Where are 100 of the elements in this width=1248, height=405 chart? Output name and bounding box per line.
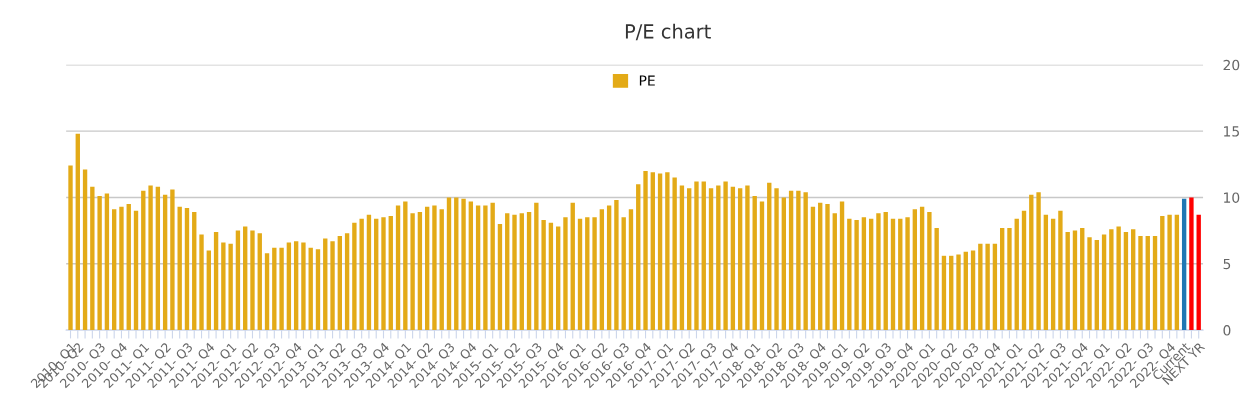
bar xyxy=(104,193,110,331)
bar xyxy=(978,243,983,331)
bar xyxy=(221,242,226,331)
bar xyxy=(272,247,277,331)
y-tick-label: 15 xyxy=(1224,126,1239,137)
bar xyxy=(1145,235,1150,331)
bar xyxy=(585,217,590,331)
bar xyxy=(388,216,393,331)
bar xyxy=(490,202,495,331)
bar xyxy=(526,212,532,331)
bar xyxy=(1080,227,1085,331)
bar xyxy=(650,172,655,331)
bar xyxy=(1174,214,1180,331)
bar xyxy=(643,170,648,331)
bar xyxy=(657,173,663,331)
bar xyxy=(235,230,241,331)
bar xyxy=(767,182,772,331)
bar xyxy=(832,213,837,331)
bar xyxy=(177,206,182,331)
bar xyxy=(1036,192,1041,331)
bar xyxy=(279,247,284,331)
bar xyxy=(301,242,306,331)
bar xyxy=(665,172,670,331)
bar xyxy=(839,201,845,331)
bar xyxy=(934,227,939,331)
bar xyxy=(759,201,765,331)
bar xyxy=(599,209,605,331)
bar xyxy=(257,233,262,331)
bar xyxy=(250,230,255,331)
bar xyxy=(286,242,292,331)
bar xyxy=(868,218,874,331)
bar xyxy=(606,205,612,331)
bar xyxy=(1152,235,1158,331)
y-tick-label: 10 xyxy=(1224,192,1240,203)
bar xyxy=(956,254,961,331)
bar xyxy=(737,188,743,331)
bar xyxy=(82,169,88,331)
bar xyxy=(825,204,830,331)
bar xyxy=(1109,229,1114,331)
bar xyxy=(1000,227,1005,331)
bar xyxy=(1058,210,1063,331)
bar xyxy=(1196,214,1201,331)
bar xyxy=(963,251,968,331)
bar xyxy=(1072,230,1078,331)
bar xyxy=(366,214,372,331)
bar xyxy=(927,212,932,331)
bar xyxy=(170,189,175,331)
bar xyxy=(468,201,474,331)
bar xyxy=(810,206,816,331)
bar xyxy=(534,202,539,331)
bar xyxy=(905,217,910,331)
bar xyxy=(1123,231,1129,331)
bar xyxy=(1029,194,1034,331)
bar xyxy=(381,217,386,331)
bar xyxy=(687,188,692,331)
bar xyxy=(1138,235,1143,331)
bar xyxy=(90,186,95,331)
bar xyxy=(374,218,379,331)
bar xyxy=(1007,227,1012,331)
bar xyxy=(475,205,481,331)
bar xyxy=(1014,218,1019,331)
bar xyxy=(723,181,728,331)
bar xyxy=(68,165,73,331)
bar xyxy=(847,218,852,331)
bar xyxy=(548,222,554,331)
bar xyxy=(577,218,583,331)
bar xyxy=(1189,197,1194,331)
bar xyxy=(344,233,350,331)
bar xyxy=(694,181,699,331)
bar xyxy=(126,204,131,331)
bar xyxy=(1167,214,1172,331)
bar xyxy=(199,234,204,331)
bar xyxy=(1116,226,1121,331)
bar xyxy=(898,218,903,331)
bar xyxy=(796,190,801,331)
bar xyxy=(497,223,503,331)
bar xyxy=(512,214,517,331)
bar xyxy=(628,209,634,331)
bar xyxy=(446,197,452,331)
bar xyxy=(854,219,859,331)
bar xyxy=(716,185,721,331)
bar xyxy=(1181,198,1187,331)
chart-title: P/E chart xyxy=(625,23,711,41)
bar xyxy=(941,255,947,331)
bar xyxy=(861,217,867,331)
bar xyxy=(293,241,299,331)
bar xyxy=(985,243,990,331)
bar xyxy=(556,226,561,331)
bar xyxy=(330,241,335,331)
bar xyxy=(621,217,626,331)
bar xyxy=(359,218,364,331)
bar xyxy=(162,194,168,331)
y-tick-label: 5 xyxy=(1223,258,1231,270)
bar xyxy=(141,190,146,331)
bar xyxy=(148,185,153,331)
bar xyxy=(803,192,808,331)
bar xyxy=(75,133,80,331)
bar xyxy=(112,209,117,331)
bar xyxy=(570,202,575,331)
bar xyxy=(424,206,430,331)
